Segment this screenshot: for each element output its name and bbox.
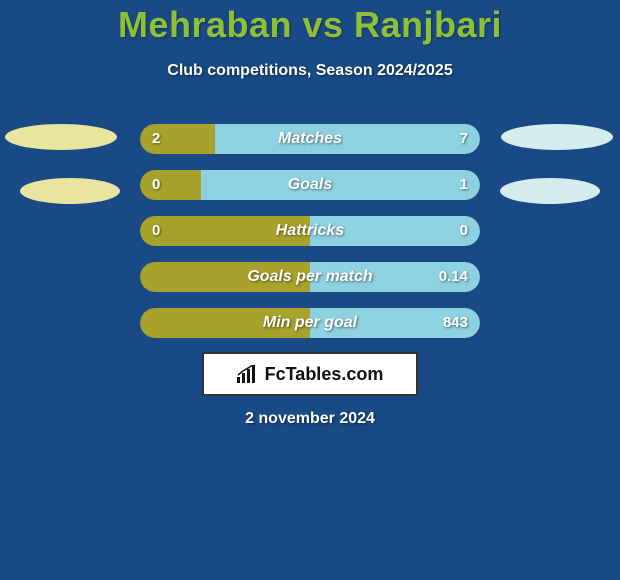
page-subtitle: Club competitions, Season 2024/2025 [0,62,620,80]
player-right-ellipse-0 [501,124,613,150]
stat-right-value: 7 [460,124,468,154]
stat-right-value: 1 [460,170,468,200]
stat-row-hattricks: 0 Hattricks 0 [140,216,480,246]
brand-box[interactable]: FcTables.com [202,352,418,396]
stat-right-value: 843 [443,308,468,338]
brand-text: FcTables.com [265,364,384,385]
stat-right-value: 0.14 [439,262,468,292]
player-left-ellipse-0 [5,124,117,150]
date-text: 2 november 2024 [0,410,620,428]
player-left-ellipse-1 [20,178,120,204]
stat-label: Goals [140,170,480,200]
stat-label: Goals per match [140,262,480,292]
stat-row-matches: 2 Matches 7 [140,124,480,154]
stat-row-min-per-goal: Min per goal 843 [140,308,480,338]
stat-right-value: 0 [460,216,468,246]
page-title: Mehraban vs Ranjbari [0,4,620,46]
stat-row-goals: 0 Goals 1 [140,170,480,200]
stat-row-goals-per-match: Goals per match 0.14 [140,262,480,292]
chart-icon [237,365,259,383]
player-right-ellipse-1 [500,178,600,204]
stat-label: Hattricks [140,216,480,246]
stat-label: Min per goal [140,308,480,338]
stat-label: Matches [140,124,480,154]
